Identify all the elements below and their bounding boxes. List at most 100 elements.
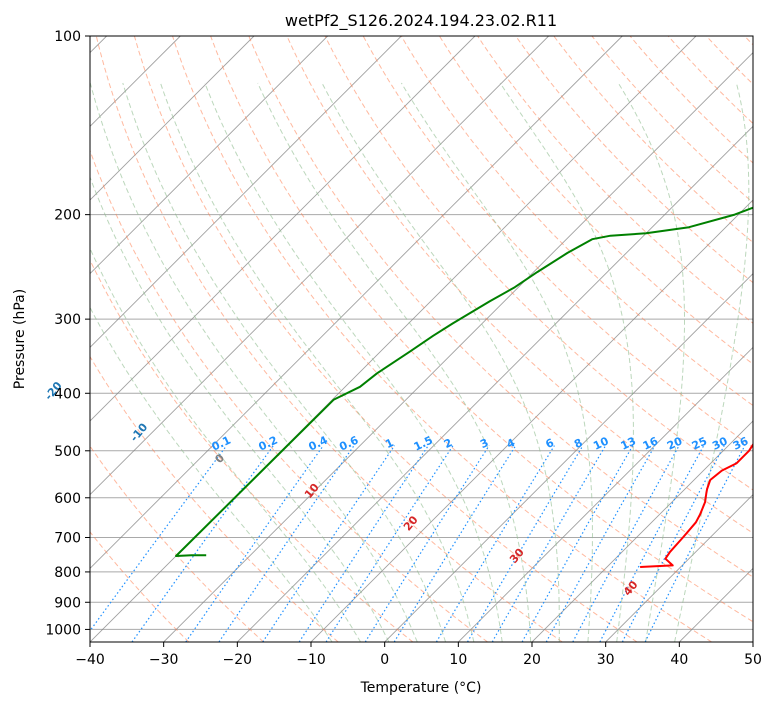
isotherm-line: [163, 52, 753, 642]
dewpoint-profile-line: [175, 206, 753, 557]
moist-adiabat-line: [160, 82, 475, 642]
y-tick-label: 700: [54, 531, 81, 547]
mixing-ratio-label: 25: [690, 435, 709, 453]
mixing-ratio-label: 20: [665, 434, 685, 452]
line-labels: 0.10.20.40.611.52346810131620253036-100-…: [42, 379, 751, 598]
x-tick-label: 30: [597, 652, 615, 668]
y-tick-label: 300: [54, 312, 81, 328]
dry-adiabat-line: [591, 36, 753, 204]
y-tick-label: 500: [54, 444, 81, 460]
plot-frame: [89, 35, 754, 643]
isotherm-line: [605, 494, 753, 642]
dry-adiabat-line: [133, 36, 638, 642]
dry-adiabat-line: [477, 36, 753, 324]
mixing-ratio-line: [298, 445, 429, 642]
y-tick-label: 200: [54, 208, 81, 224]
mixing-ratio-line: [599, 445, 705, 642]
isotherm-line: [90, 36, 255, 201]
mixing-ratio-line: [466, 445, 584, 642]
dry-adiabat-line: [90, 531, 190, 642]
dry-adiabat-label: 20: [401, 513, 421, 533]
plot-area: [90, 36, 753, 642]
isotherm-line: [531, 420, 753, 642]
temperature-profile-line: [640, 442, 753, 568]
moist-adiabat-line: [122, 82, 447, 642]
y-tick-label: 100: [54, 29, 81, 45]
mixing-ratio-line: [90, 445, 228, 632]
mixing-ratio-line: [621, 445, 725, 642]
moist-adiabat-line: [321, 82, 560, 642]
dry-adiabat-line: [172, 36, 712, 642]
x-tick-label: −40: [75, 652, 105, 668]
dry-adiabat-line: [744, 36, 753, 46]
isotherm-line: [458, 346, 753, 642]
mixing-ratio-line: [393, 445, 517, 642]
dry-adiabat-line: [553, 36, 753, 244]
moist-adiabat-line: [90, 82, 418, 642]
isotherm-line: [90, 36, 402, 348]
mixing-ratio-label: 2: [442, 436, 454, 451]
mixing-ratio-label: 6: [544, 436, 557, 451]
dry-adiabat-line: [90, 355, 339, 642]
dry-adiabat-line: [438, 36, 753, 365]
axis-ticks: −40 −30 −20 −10 0 10 20 30 40 50 100 200 300 400 500 60…: [45, 29, 762, 668]
dry-adiabat-line: [515, 36, 753, 284]
mixing-ratio-line: [545, 445, 656, 642]
moist-adiabat-line: [257, 82, 532, 642]
moist-adiabat-line: [617, 82, 685, 642]
chart-title: wetPf2_S126.2024.194.23.02.R11: [285, 11, 557, 31]
moist-adiabat-line: [674, 82, 750, 642]
dry-adiabat-line: [90, 259, 414, 642]
isotherm-line: [310, 199, 753, 642]
mixing-ratio-line: [644, 445, 746, 642]
mixing-ratio-label: 3: [478, 436, 490, 451]
dry-adiabat-line: [210, 36, 753, 623]
dry-adiabat-line: [90, 149, 488, 642]
dry-adiabat-line: [362, 36, 753, 449]
isotherm-line: [752, 641, 753, 642]
mixing-ratio-label: 30: [710, 434, 730, 452]
mixing-ratio-label: 10: [591, 434, 611, 452]
x-tick-label: −10: [296, 652, 326, 668]
isotherm-line: [90, 36, 549, 496]
dry-adiabat-line: [248, 36, 753, 578]
mixing-ratio-label: 1: [383, 436, 395, 451]
x-tick-label: 10: [449, 652, 467, 668]
dry-adiabat-label: 30: [507, 546, 527, 566]
x-tick-label: 40: [670, 652, 688, 668]
dry-adiabat-line: [400, 36, 753, 407]
y-tick-label: 800: [54, 565, 81, 581]
x-tick-label: 0: [380, 652, 389, 668]
isotherm-line: [90, 36, 328, 275]
y-tick-label: 900: [54, 595, 81, 611]
moist-adiabat-line: [90, 175, 390, 642]
dry-adiabat-line: [286, 36, 753, 534]
mixing-ratio-line: [262, 445, 396, 642]
mixing-ratio-line: [325, 445, 454, 642]
x-axis-label: Temperature (°C): [360, 680, 482, 696]
dry-adiabat-line: [95, 36, 563, 642]
moist-adiabat-line: [90, 247, 362, 642]
x-tick-label: −30: [149, 652, 179, 668]
y-axis-label: Pressure (hPa): [12, 289, 28, 389]
mixing-ratio-label: 16: [641, 434, 661, 452]
dry-adiabat-label: -10: [128, 420, 151, 444]
dry-adiabat-line: [705, 36, 753, 85]
isotherm-line: [237, 125, 753, 642]
mixing-ratio-label: 36: [731, 434, 751, 452]
moist-adiabat-line: [400, 82, 593, 642]
x-tick-label: 20: [523, 652, 541, 668]
moist-adiabat-line: [90, 306, 333, 642]
mixing-ratio-line: [435, 445, 555, 642]
mixing-ratio-line: [521, 445, 634, 642]
mixing-ratio-label: 13: [619, 435, 638, 453]
moist-adiabat-line: [499, 82, 634, 642]
mixing-ratio-line: [364, 445, 490, 642]
y-tick-label: 400: [54, 386, 81, 402]
isotherm-line: [90, 36, 623, 569]
mixing-ratio-line: [131, 445, 274, 642]
x-tick-label: 50: [744, 652, 762, 668]
mixing-ratio-line: [218, 445, 355, 642]
y-tick-label: 600: [54, 491, 81, 507]
